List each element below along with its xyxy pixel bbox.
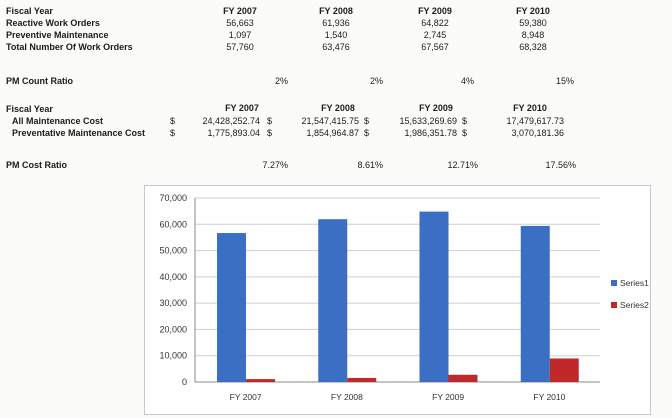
pm-count-ratio-2009: 4%	[460, 76, 474, 86]
x-tick-label: FY 2010	[533, 392, 565, 402]
cost-year-2007: FY 2007	[225, 103, 259, 113]
pm-cost-2007: 1,775,893.04	[207, 128, 260, 138]
preventive-2010: 8,948	[521, 30, 545, 40]
pm-cost-2010: 3,070,181.36	[511, 128, 564, 138]
bar-series2	[448, 374, 478, 382]
reactive-2010: 59,380	[519, 18, 547, 28]
currency-symbol: $	[364, 128, 370, 138]
pm-cost-2008: 1,854,964.87	[306, 128, 359, 138]
reactive-2008: 61,936	[322, 18, 350, 28]
currency-symbol: $	[364, 116, 370, 126]
currency-symbol: $	[462, 128, 468, 138]
reactive-2009: 64,822	[421, 18, 449, 28]
y-tick-label: 30,000	[159, 298, 187, 308]
preventative-maintenance-cost-label: Preventative Maintenance Cost	[12, 128, 146, 138]
currency-symbol: $	[170, 128, 176, 138]
pm-count-ratio-label: PM Count Ratio	[6, 76, 73, 86]
bar-series2	[246, 379, 275, 382]
legend-label: Series2	[620, 300, 649, 310]
pm-count-ratio-2010: 15%	[555, 76, 574, 86]
cost-year-2009: FY 2009	[419, 103, 453, 113]
reactive-work-orders-label: Reactive Work Orders	[6, 18, 100, 28]
bar-series2	[347, 377, 377, 382]
preventive-2009: 2,745	[423, 30, 447, 40]
wo-year-2007: FY 2007	[223, 6, 257, 16]
all-cost-2008: 21,547,415.75	[301, 116, 359, 126]
wo-year-2009: FY 2009	[418, 6, 452, 16]
total-work-orders-label: Total Number Of Work Orders	[6, 42, 133, 52]
y-tick-label: 40,000	[159, 272, 187, 282]
x-tick-label: FY 2007	[230, 392, 262, 402]
legend-swatch	[611, 302, 617, 308]
total-2010: 68,328	[519, 42, 547, 52]
x-tick-label: FY 2008	[331, 392, 363, 402]
wo-year-2010: FY 2010	[516, 6, 550, 16]
pm-cost-ratio-2007: 7.27%	[262, 160, 288, 170]
reactive-2007: 56,663	[226, 18, 254, 28]
bar-series1	[217, 233, 246, 382]
total-2007: 57,760	[226, 42, 254, 52]
bar-series1	[520, 225, 550, 382]
pm-cost-ratio-2008: 8.61%	[357, 160, 383, 170]
bar-series1	[318, 219, 348, 382]
total-2009: 67,567	[421, 42, 449, 52]
work-orders-header-label: Fiscal Year	[6, 6, 53, 16]
total-2008: 63,476	[322, 42, 350, 52]
work-orders-bar-chart: 0 10,000 20,000 30,000 40,000 50,000 60,000 70,…	[144, 185, 651, 415]
all-cost-2007: 24,428,252.74	[202, 116, 260, 126]
y-tick-label: 10,000	[159, 351, 187, 361]
currency-symbol: $	[170, 116, 176, 126]
y-tick-label: 20,000	[159, 324, 187, 334]
pm-count-ratio-2007: 2%	[274, 76, 288, 86]
pm-cost-ratio-2010: 17.56%	[545, 160, 576, 170]
y-tick-label: 50,000	[159, 246, 187, 256]
y-tick-label: 60,000	[159, 219, 187, 229]
y-tick-label: 70,000	[159, 193, 187, 203]
wo-year-2008: FY 2008	[319, 6, 353, 16]
costs-header-label: Fiscal Year	[6, 104, 53, 114]
currency-symbol: $	[462, 116, 468, 126]
bar-series1	[419, 211, 449, 382]
cost-year-2008: FY 2008	[321, 103, 355, 113]
pm-cost-ratio-2009: 12.71%	[447, 160, 478, 170]
all-cost-2009: 15,633,269.69	[399, 116, 457, 126]
pm-cost-2009: 1,986,351.78	[404, 128, 457, 138]
pm-cost-ratio-label: PM Cost Ratio	[6, 160, 68, 170]
preventive-2007: 1,097	[228, 30, 252, 40]
pm-count-ratio-2008: 2%	[369, 76, 383, 86]
cost-year-2010: FY 2010	[513, 103, 547, 113]
legend-label: Series1	[620, 278, 649, 288]
y-tick-label: 0	[182, 377, 187, 387]
legend-swatch	[611, 280, 617, 286]
currency-symbol: $	[267, 116, 273, 126]
preventive-maintenance-label: Preventive Maintenance	[6, 30, 109, 40]
all-maintenance-cost-label: All Maintenance Cost	[12, 116, 104, 126]
all-cost-2010: 17,479,617.73	[506, 116, 564, 126]
currency-symbol: $	[267, 128, 273, 138]
x-tick-label: FY 2009	[432, 392, 464, 402]
preventive-2008: 1,540	[324, 30, 348, 40]
chart-canvas: 0 10,000 20,000 30,000 40,000 50,000 60,000 70,…	[159, 193, 649, 402]
bar-series2	[549, 358, 579, 382]
